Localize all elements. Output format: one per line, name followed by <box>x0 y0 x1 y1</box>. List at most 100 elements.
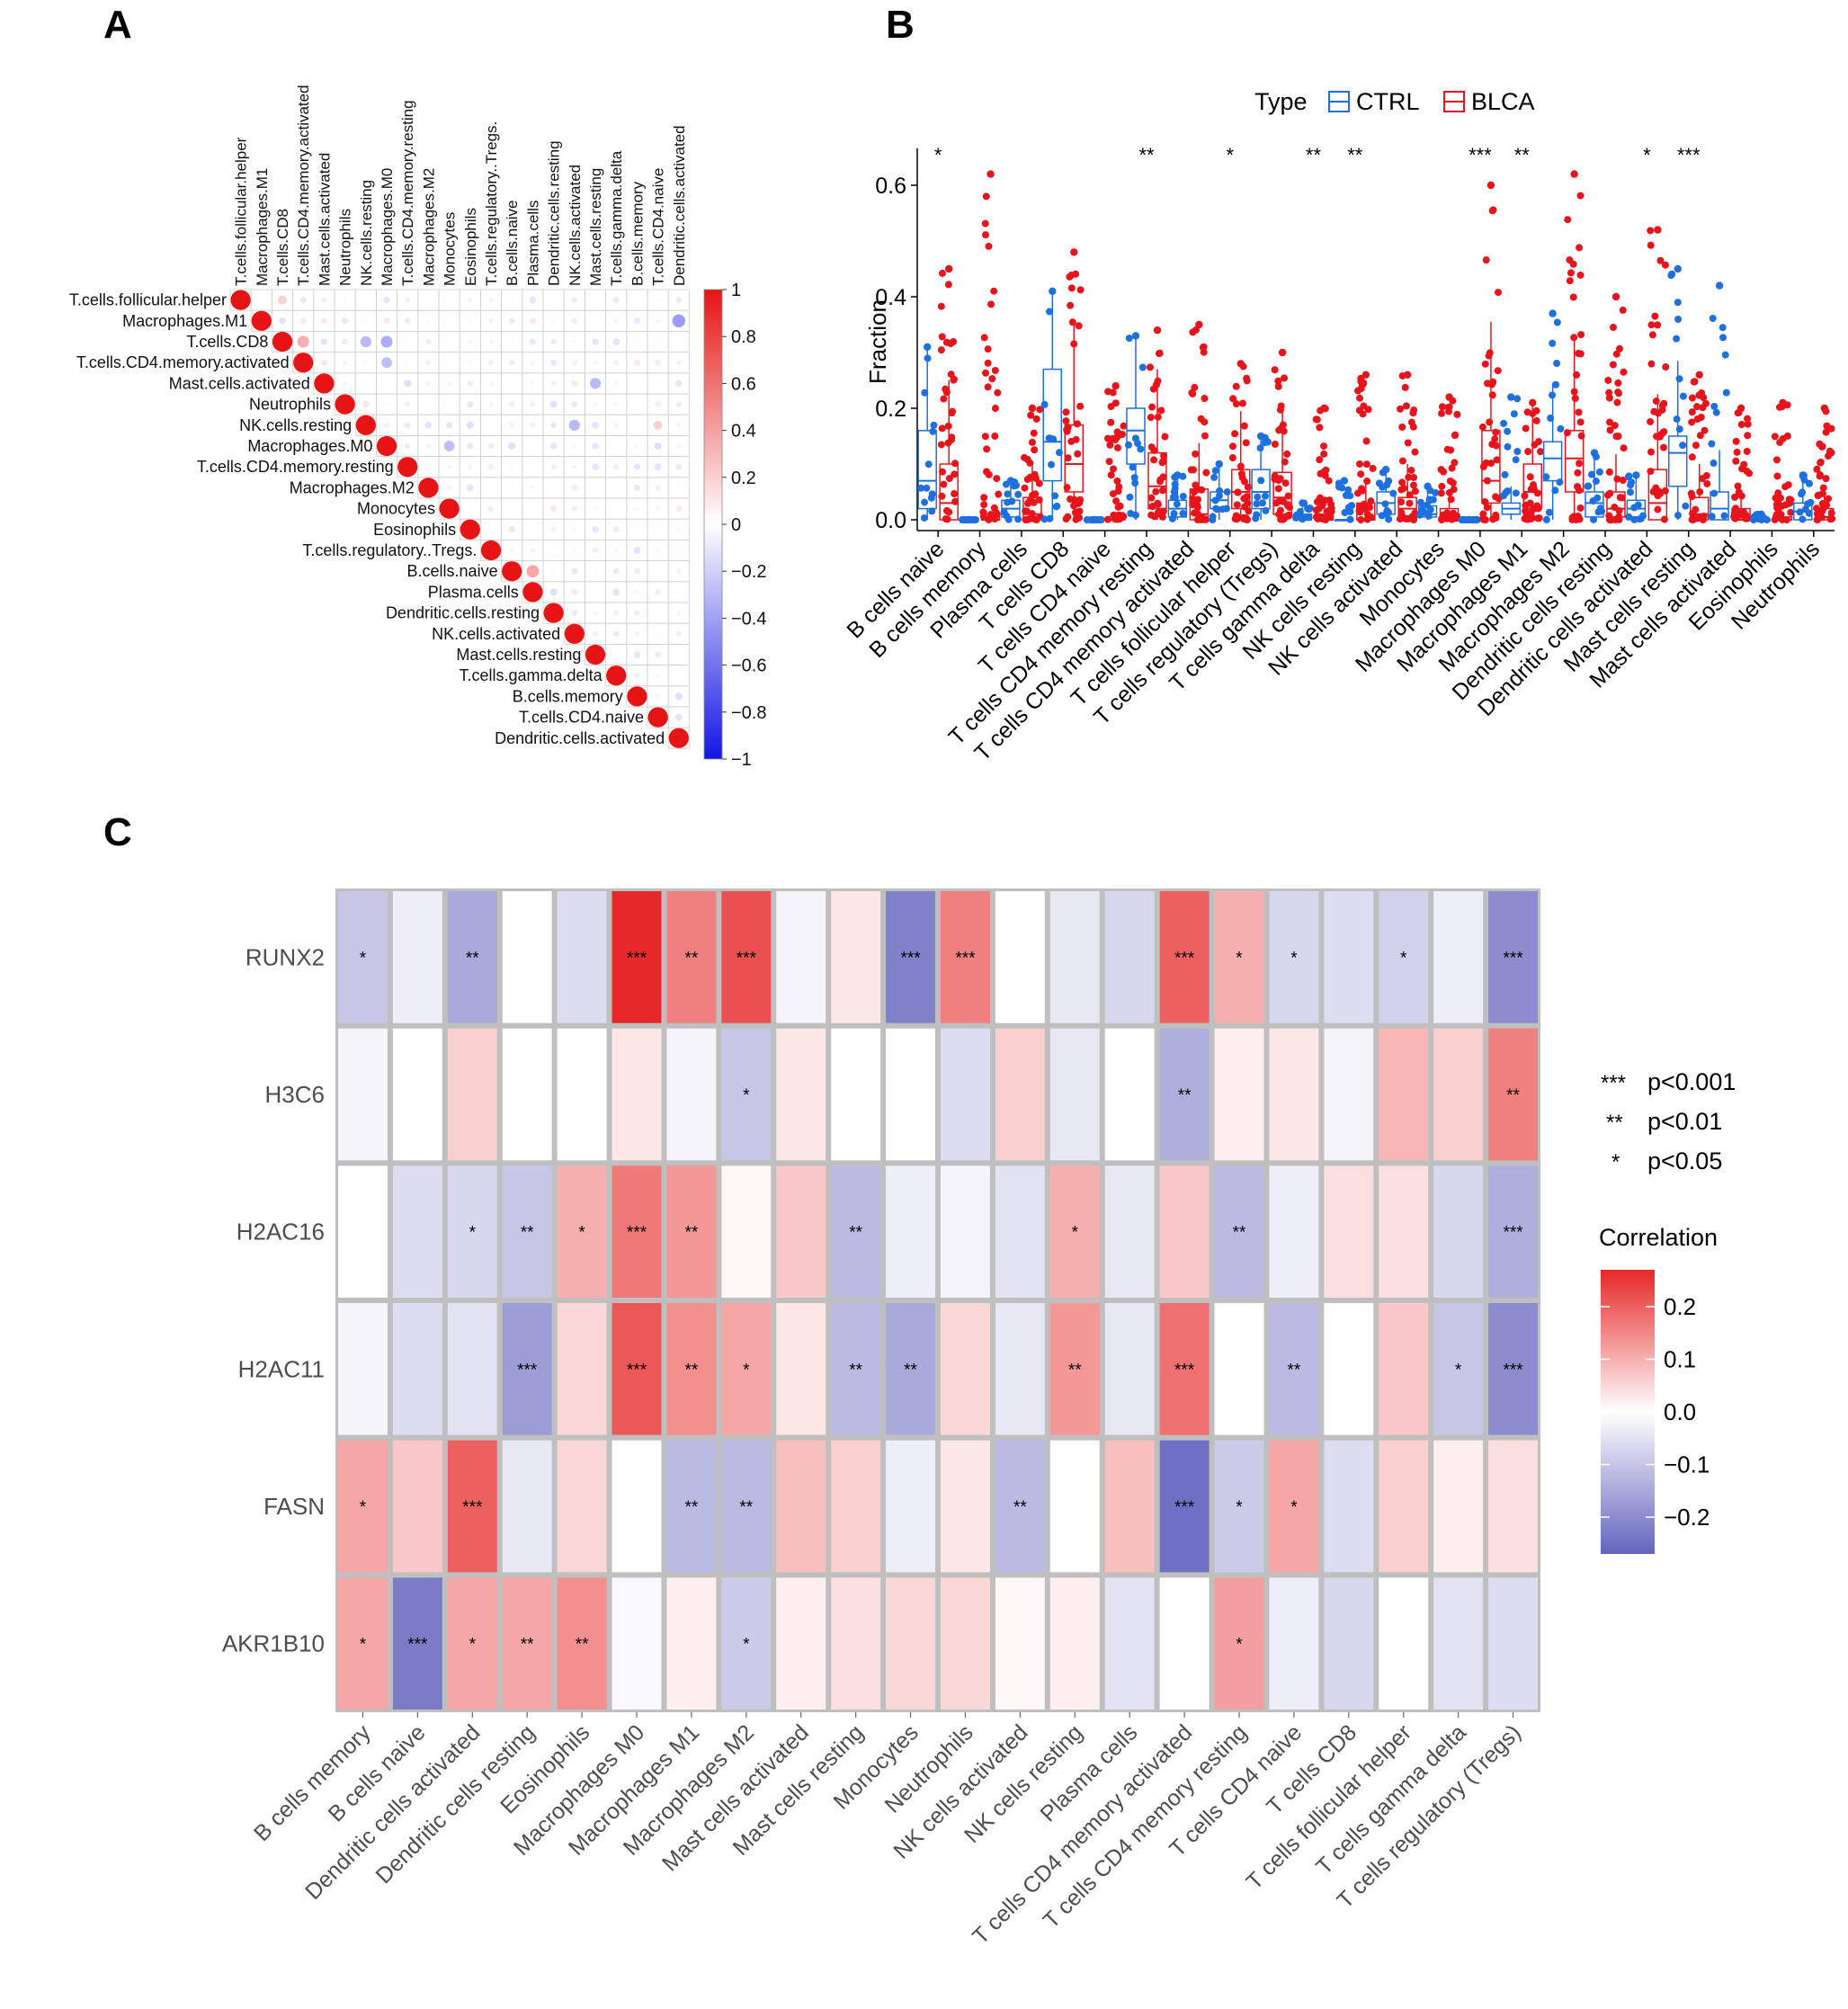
b-point <box>991 432 999 440</box>
b-point <box>1651 312 1659 320</box>
b-significance: ** <box>1514 144 1531 166</box>
corr-circle <box>381 357 392 369</box>
b-point <box>1234 488 1242 496</box>
b-point <box>1156 476 1165 484</box>
hm-cell <box>1104 891 1155 1023</box>
hm-cell-significance: *** <box>407 1636 428 1655</box>
b-point <box>1179 510 1187 518</box>
hm-cell <box>392 1028 442 1161</box>
b-point <box>1068 318 1076 326</box>
hm-cell <box>886 1440 935 1573</box>
b-point <box>1816 471 1824 479</box>
hm-cell <box>1379 891 1429 1023</box>
b-point <box>1570 334 1578 342</box>
b-point <box>1209 513 1217 521</box>
hm-cell <box>941 1577 990 1710</box>
corr-circle <box>635 402 639 406</box>
hm-cell <box>1324 1165 1374 1298</box>
corr-circle <box>655 359 661 366</box>
corr-circle <box>488 318 494 324</box>
b-point <box>1437 466 1445 474</box>
corr-col-label: Neutrophils <box>337 209 354 286</box>
b-point <box>1690 515 1698 523</box>
b-point <box>1662 363 1670 371</box>
b-point <box>940 395 948 403</box>
b-point <box>1552 380 1560 388</box>
hm-cell <box>1488 891 1538 1023</box>
hm-cell <box>338 1165 388 1298</box>
b-point-max <box>1507 393 1515 401</box>
b-point <box>1067 301 1075 309</box>
b-point <box>1512 456 1520 464</box>
b-point <box>1596 504 1604 513</box>
hm-cell-significance: ** <box>849 1361 862 1380</box>
b-point <box>1423 501 1431 509</box>
hm-cell <box>886 1165 935 1298</box>
b-point <box>1381 500 1389 508</box>
b-point <box>1605 394 1613 402</box>
b-point <box>1577 432 1585 440</box>
corr-circle <box>383 317 390 325</box>
b-point <box>981 231 989 239</box>
b-point <box>1408 513 1416 521</box>
b-point <box>1201 395 1209 403</box>
corr-circle <box>668 728 689 748</box>
b-point <box>1066 272 1074 281</box>
hm-colorbar-label: 0.0 <box>1664 1398 1696 1425</box>
hm-cell <box>776 1303 826 1435</box>
corr-col-label: T.cells.CD8 <box>274 209 291 286</box>
b-point <box>928 490 936 498</box>
b-point-max <box>1549 309 1557 317</box>
corr-circle <box>572 527 576 531</box>
corr-circle <box>633 651 641 658</box>
corr-colorbar-label: −0.4 <box>731 609 766 629</box>
b-point <box>1542 473 1550 481</box>
b-point <box>1171 485 1179 493</box>
b-point <box>938 269 946 277</box>
corr-circle <box>614 507 618 511</box>
b-point <box>981 433 989 441</box>
corr-circle <box>655 589 661 595</box>
b-point <box>1822 428 1830 436</box>
b-point <box>1825 452 1833 460</box>
b-point <box>1347 502 1355 510</box>
b-point <box>1533 489 1541 497</box>
b-point <box>1708 513 1716 521</box>
corr-circle <box>404 317 411 325</box>
b-point <box>1113 428 1121 436</box>
b-point-max <box>1590 449 1599 457</box>
b-point-max <box>1632 471 1640 479</box>
corr-circle <box>613 464 620 470</box>
b-point-max <box>1529 398 1537 406</box>
b-point <box>1590 515 1598 523</box>
b-point <box>1805 509 1813 517</box>
corr-circle <box>594 569 597 574</box>
b-point <box>1592 478 1600 486</box>
b-point <box>1658 406 1666 414</box>
corr-circle <box>613 380 619 386</box>
b-point <box>1154 500 1162 508</box>
b-point <box>1785 496 1793 504</box>
b-point <box>1359 380 1367 388</box>
hm-cell-significance: ** <box>1178 1086 1192 1105</box>
hm-cell <box>886 891 935 1023</box>
b-point <box>1432 488 1440 496</box>
b-point <box>982 192 990 201</box>
b-point <box>1784 481 1792 489</box>
corr-circle <box>635 424 639 427</box>
corr-row-label: Mast.cells.activated <box>169 374 310 392</box>
b-point-max <box>1695 371 1703 379</box>
corr-circle <box>468 339 473 344</box>
corr-circle <box>363 318 368 323</box>
hm-background <box>335 888 1540 1712</box>
corr-circle <box>612 338 620 345</box>
hm-cell <box>502 1028 552 1161</box>
hm-cell <box>557 1440 607 1573</box>
b-point <box>1453 410 1461 418</box>
corr-circle <box>426 299 430 302</box>
b-point <box>1262 506 1270 514</box>
b-point <box>1076 286 1085 294</box>
corr-circle <box>509 548 514 553</box>
b-point <box>1604 376 1612 384</box>
hm-cell <box>338 1028 388 1161</box>
